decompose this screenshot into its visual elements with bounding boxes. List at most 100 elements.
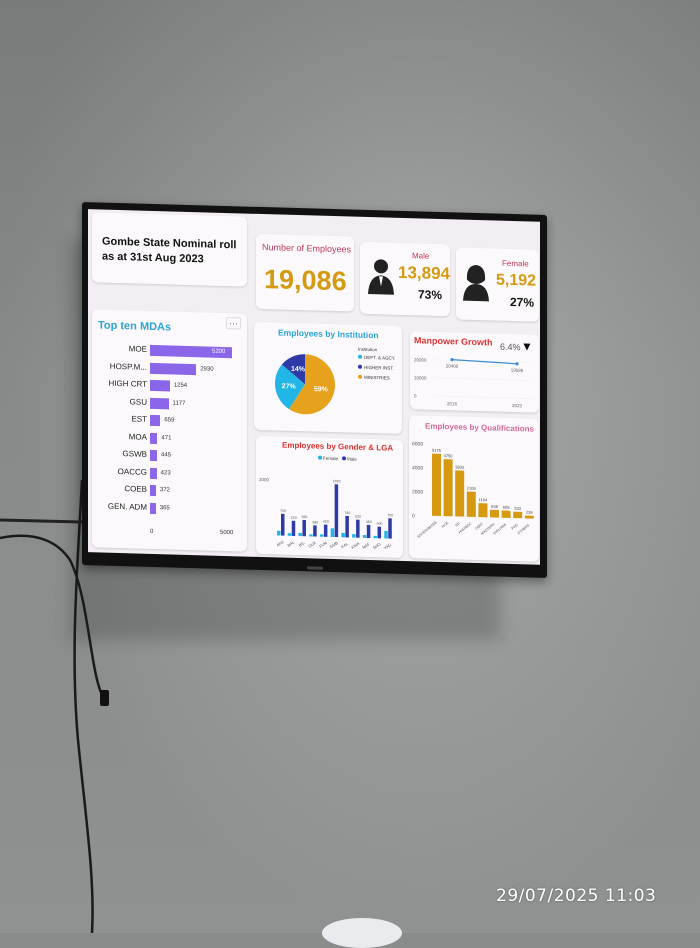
male-person-icon [368, 259, 394, 295]
mda-bar[interactable] [150, 432, 158, 444]
category-label: BAL [286, 539, 296, 548]
female-bar [287, 533, 292, 536]
qualification-bar-label: 533 [514, 506, 521, 511]
legend-dot [358, 374, 362, 379]
male-bar-label: 520 [291, 516, 297, 520]
employees-kpi-card: Number of Employees 19,086 [256, 233, 354, 312]
mda-value: 5200 [212, 348, 226, 356]
y-tick-label: 4000 [412, 465, 423, 471]
mda-row: COEB 372 [92, 483, 247, 499]
mda-bar[interactable] [150, 484, 156, 497]
ceiling-lamp [322, 918, 402, 948]
legend-item: HIGHER INST. [358, 364, 394, 371]
qualification-category-label: SSCE/NABTEB [416, 520, 438, 539]
male-bar-label: 420 [323, 520, 329, 524]
male-bar [388, 518, 392, 539]
manpower-value: 6.4% [500, 341, 521, 353]
mda-name: GEN. ADM [107, 501, 147, 512]
male-bar [323, 524, 328, 537]
employees-value: 19,086 [264, 264, 347, 297]
qualification-category-label: OTHERS [517, 523, 531, 536]
category-label: YAD [383, 542, 392, 551]
legend-dot [318, 455, 322, 460]
male-kpi-card: Male 13,894 73% [360, 241, 450, 317]
mda-value: 471 [161, 434, 172, 441]
mda-name: HIGH CRT [108, 378, 147, 389]
qualification-category-label: CERT [474, 521, 484, 531]
mda-value: 659 [164, 417, 175, 424]
mda-row: GSWB 445 [92, 448, 247, 464]
pie-slice-label: 59% [314, 386, 329, 393]
pie-slice [275, 364, 305, 410]
mda-value: 1177 [172, 400, 186, 407]
female-kpi-card: Female 5,192 27% [456, 247, 539, 322]
y-tick-label: 6000 [412, 441, 423, 447]
male-bar [377, 526, 382, 539]
mda-name: OACCG [117, 466, 147, 477]
male-bar [366, 524, 371, 539]
legend-item: Male [342, 456, 357, 462]
mda-axis-max: 5000 [220, 529, 234, 537]
category-label: GMB [329, 540, 340, 549]
mda-value: 372 [159, 487, 170, 494]
y-tick-label: 0 [412, 513, 415, 519]
legend-dot [358, 354, 362, 359]
y-tick-label: 2000 [259, 477, 270, 482]
mda-bar[interactable] [150, 502, 156, 514]
male-bar-label: 1820 [333, 479, 341, 483]
pie-slice [288, 354, 335, 415]
mda-bar[interactable] [150, 397, 169, 409]
gender-lga-title: Employees by Gender & LGA [282, 440, 394, 453]
male-bar [302, 519, 306, 537]
male-bar [291, 520, 296, 536]
x-tick-label: 2023 [512, 403, 523, 408]
qualifications-title: Employees by Qualifications [425, 421, 534, 434]
male-bar [345, 515, 349, 538]
mda-bar[interactable] [150, 414, 161, 427]
qualification-category-label: NCE [441, 520, 450, 528]
male-bar-label: 750 [280, 509, 286, 513]
gridline [434, 377, 532, 381]
qualification-bar-label: 238 [526, 510, 533, 515]
decrease-indicator-icon: ▼ [521, 339, 533, 354]
television: Gombe State Nominal roll as at 31st Aug … [82, 202, 547, 578]
mda-axis-min: 0 [150, 528, 154, 535]
growth-point [515, 362, 519, 366]
mda-name: MOA [128, 431, 147, 442]
institution-pie-chart: 59% 27% 14% [275, 354, 335, 415]
mda-value: 445 [161, 452, 172, 459]
gender-lga-legend: Female Male [318, 455, 357, 462]
qualifications-bar-chart: 6000 4000 2000 0 5175 SSCE/NABTEB 4750 NCE 3833 N… [412, 441, 534, 539]
qualification-bar [490, 509, 499, 518]
more-options-button[interactable]: ··· [226, 317, 241, 330]
mda-bar-list: MOE 5200 HOSP.M... 2930 HIGH CRT 1254 GSU 1177 E… [92, 343, 247, 514]
category-label: NAF [361, 541, 371, 550]
growth-point [450, 358, 454, 362]
category-label: KWA [350, 541, 360, 550]
mda-row: GEN. ADM 365 [92, 501, 247, 517]
pie-slice-label: 27% [282, 383, 297, 390]
mda-row: OACCG 423 [92, 466, 247, 482]
female-bar [341, 532, 345, 538]
male-bar-label: 740 [344, 511, 350, 515]
male-percent: 73% [418, 287, 443, 303]
mda-bar[interactable] [150, 467, 157, 479]
category-label: DUK [307, 540, 317, 549]
qualification-bar-label: 2106 [467, 485, 477, 490]
dashboard-title: Gombe State Nominal roll as at 31st Aug … [102, 235, 237, 266]
mda-bar[interactable] [150, 379, 170, 392]
institution-card: Employees by Institution 59% 27% 14% Insti… [254, 321, 402, 434]
legend-label: DEPT. & AGCY. [364, 354, 396, 361]
qualification-bar [524, 515, 534, 519]
title-card: Gombe State Nominal roll as at 31st Aug … [92, 212, 247, 287]
category-label: FUN [318, 540, 328, 549]
qualification-bar-label: 4750 [444, 453, 454, 458]
female-bar [319, 534, 324, 537]
legend-label: HIGHER INST. [364, 364, 394, 371]
mda-row: HOSP.M... 2930 [92, 361, 247, 377]
gender-lga-card: Employees by Gender & LGA Female Male 200… [256, 435, 403, 558]
mda-bar[interactable] [150, 449, 158, 462]
qualification-bar-label: 3833 [455, 464, 465, 469]
mda-bar[interactable] [150, 362, 197, 375]
